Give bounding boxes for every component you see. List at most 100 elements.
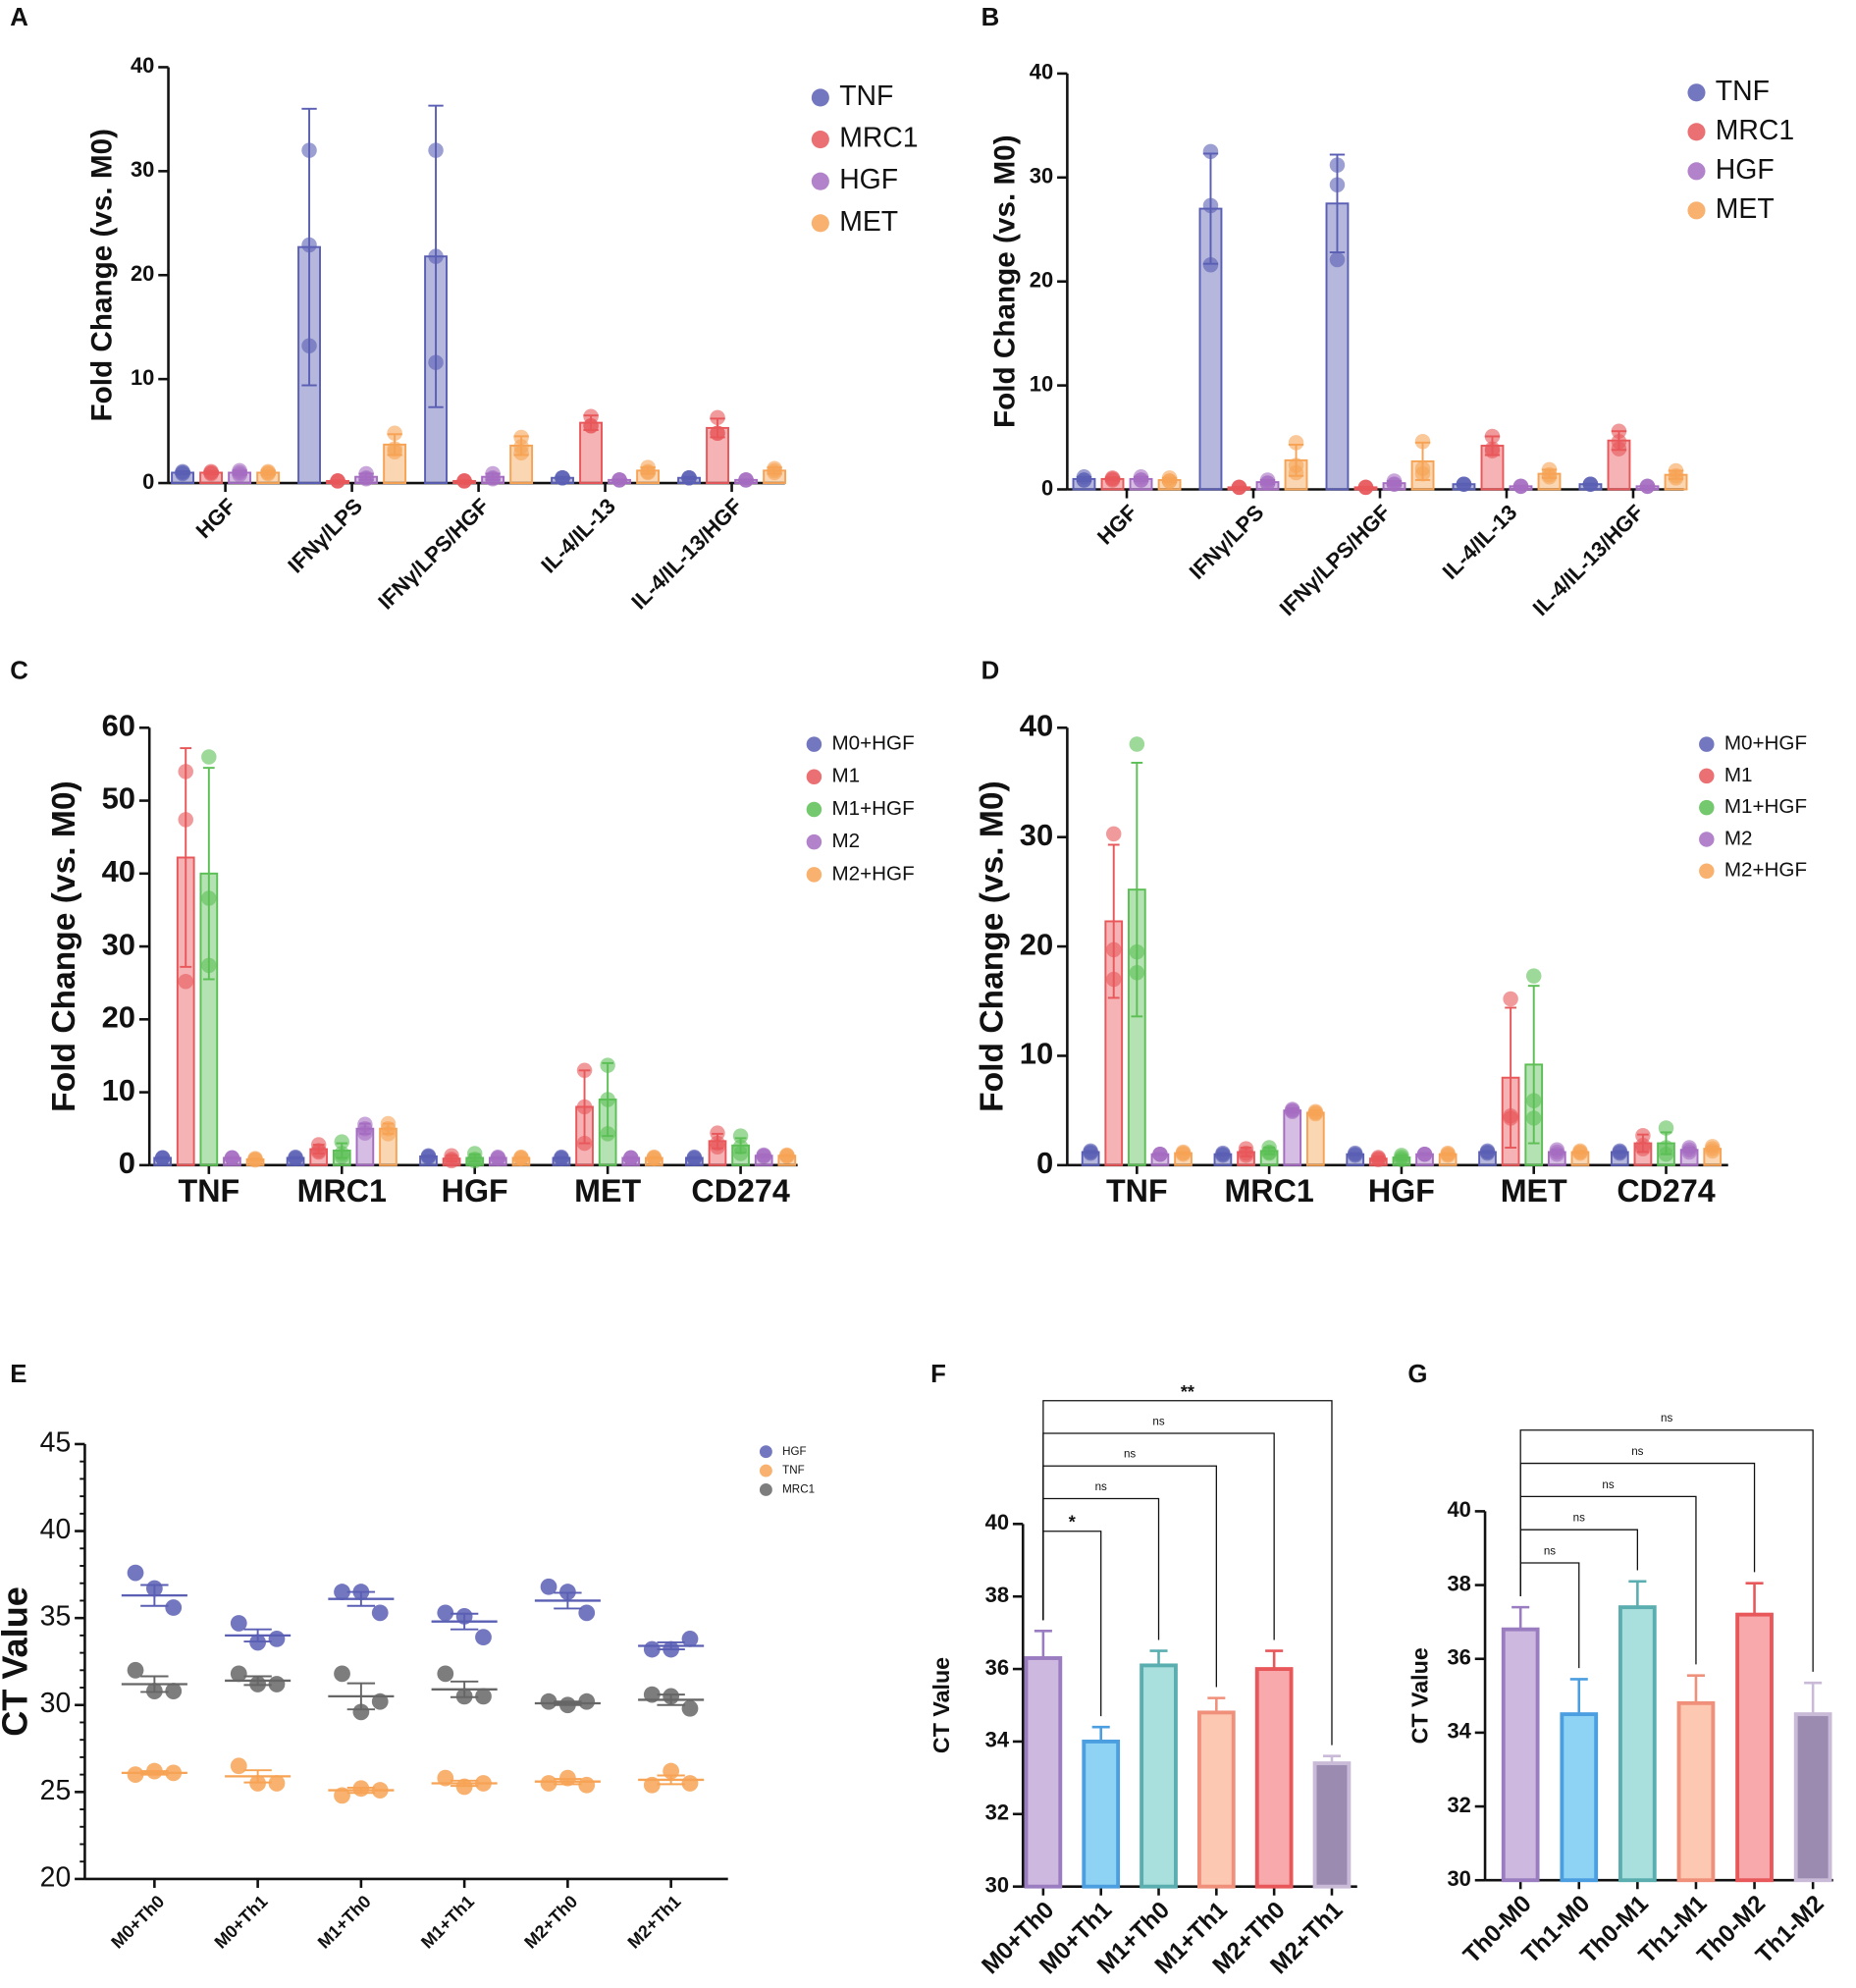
data-point — [1133, 472, 1149, 488]
data-point — [127, 1661, 144, 1679]
legend-marker — [806, 833, 822, 850]
y-tick-label: 45 — [40, 1426, 72, 1458]
legend-marker — [759, 1483, 772, 1496]
data-point — [1215, 1148, 1231, 1163]
data-point — [1129, 736, 1145, 752]
y-tick-label: 0 — [1036, 1146, 1053, 1180]
data-point — [1284, 1103, 1300, 1120]
data-point — [1161, 473, 1178, 489]
legend-label: MRC1 — [1716, 115, 1794, 146]
legend-label: M1 — [831, 765, 860, 787]
significance-label: ** — [1181, 1382, 1194, 1402]
panel-letter: G — [1407, 1361, 1427, 1388]
panel-letter: D — [981, 657, 1000, 684]
data-point — [1414, 434, 1431, 450]
legend-label: M0+HGF — [831, 732, 914, 755]
y-tick-label: 20 — [40, 1861, 72, 1893]
legend-marker — [811, 172, 829, 190]
data-point — [578, 1692, 596, 1710]
legend-marker — [1699, 736, 1715, 752]
bar — [1312, 1761, 1352, 1889]
legend-marker — [811, 214, 829, 233]
data-point — [1611, 423, 1627, 439]
data-point — [513, 445, 529, 461]
y-tick-label: 34 — [1447, 1719, 1471, 1744]
y-tick-label: 36 — [985, 1655, 1009, 1680]
y-tick-label: 10 — [1030, 371, 1053, 396]
y-axis-label: Fold Change (vs. M0) — [988, 134, 1021, 428]
y-tick-label: 30 — [1020, 818, 1053, 852]
y-tick-label: 10 — [1020, 1037, 1053, 1071]
x-tick-label: HGF — [442, 1173, 508, 1209]
y-tick-label: 40 — [985, 1510, 1009, 1534]
data-point — [779, 1149, 795, 1164]
y-tick-label: 20 — [131, 261, 154, 286]
legend-marker — [1699, 863, 1715, 879]
data-point — [1414, 465, 1431, 482]
data-point — [1104, 471, 1121, 487]
data-point — [540, 1692, 557, 1710]
data-point — [554, 1151, 569, 1166]
data-point — [1479, 1145, 1496, 1161]
legend-label: MRC1 — [782, 1483, 815, 1496]
data-point — [357, 1125, 373, 1141]
data-point — [437, 1665, 454, 1683]
y-axis-label: Fold Change (vs. M0) — [974, 780, 1010, 1112]
data-point — [428, 248, 444, 264]
y-tick-label: 20 — [102, 1000, 135, 1035]
data-point — [1503, 1110, 1518, 1126]
data-point — [1572, 1145, 1588, 1161]
x-tick-label: IL-4/IL-13/HGF — [626, 494, 747, 615]
y-tick-label: 36 — [1447, 1645, 1470, 1670]
data-point — [732, 1128, 749, 1144]
y-tick-label: 30 — [40, 1688, 72, 1719]
data-point — [1175, 1146, 1192, 1162]
data-point — [540, 1578, 557, 1595]
significance-label: ns — [1152, 1415, 1164, 1427]
data-point — [1541, 469, 1558, 485]
data-point — [1202, 143, 1219, 160]
data-point — [1129, 965, 1145, 981]
data-point — [334, 1149, 350, 1164]
data-point — [301, 142, 317, 158]
panel: C Fold Change (vs. M0) 0 10 20 30 40 50 60 TNF MRC… — [10, 657, 914, 1209]
data-point — [576, 1099, 593, 1115]
significance-label: ns — [1631, 1445, 1643, 1458]
data-point — [1484, 443, 1501, 459]
legend-marker — [1687, 201, 1706, 220]
data-point — [1329, 177, 1346, 192]
data-point — [1503, 991, 1518, 1007]
data-point — [640, 464, 656, 481]
data-point — [555, 470, 570, 486]
data-point — [154, 1150, 171, 1166]
legend-marker — [1687, 83, 1706, 102]
panel-letter: F — [930, 1361, 946, 1388]
legend-label: M1 — [1724, 764, 1753, 786]
legend-label: M1+HGF — [831, 797, 914, 820]
legend-marker — [1687, 123, 1706, 141]
significance-label: ns — [1602, 1478, 1614, 1491]
data-point — [268, 1631, 286, 1647]
data-point — [1525, 968, 1542, 984]
data-point — [301, 338, 317, 354]
significance-label: ns — [1095, 1480, 1107, 1493]
bar — [1501, 1627, 1540, 1883]
data-point — [686, 1151, 703, 1166]
legend-label: M1+HGF — [1724, 795, 1807, 818]
data-point — [1704, 1143, 1721, 1159]
legend-marker — [806, 867, 822, 883]
x-tick-label: IL-4/IL-13 — [536, 494, 620, 578]
legend-label: M2 — [1724, 827, 1753, 849]
data-point — [1105, 971, 1122, 988]
data-point — [387, 444, 402, 460]
legend-label: HGF — [782, 1445, 807, 1458]
y-tick-label: 60 — [102, 708, 135, 742]
data-point — [1525, 1093, 1542, 1108]
x-tick-label: IL-4/IL-13 — [1438, 500, 1522, 584]
x-tick-label: IFNγ/LPS/HGF — [1275, 500, 1396, 620]
data-point — [485, 470, 501, 486]
x-tick-label: MET — [574, 1173, 641, 1209]
data-point — [576, 1062, 593, 1079]
y-tick-label: 38 — [985, 1583, 1009, 1607]
legend-label: M2+HGF — [831, 862, 914, 885]
